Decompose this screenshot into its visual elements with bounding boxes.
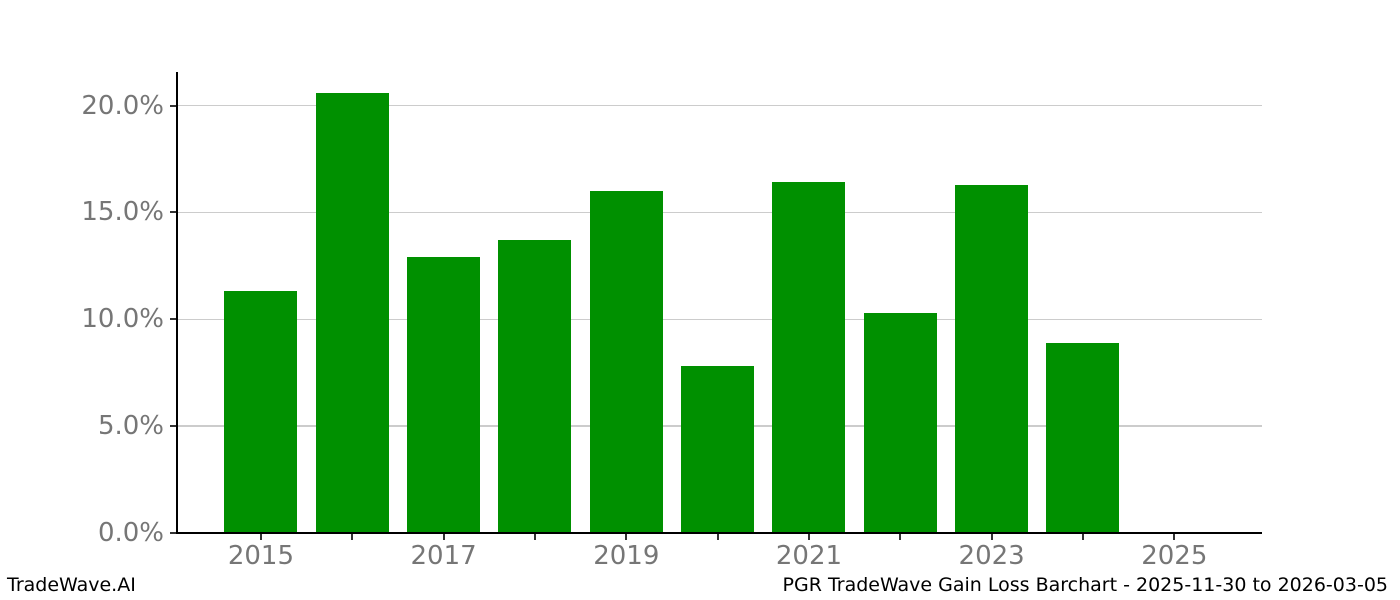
x-axis-tick [625, 534, 628, 540]
y-tick-label: 15.0% [81, 197, 164, 228]
x-axis-tick [533, 534, 536, 540]
y-gridline [176, 104, 1262, 107]
y-tick-label: 10.0% [81, 304, 164, 335]
x-tick-label: 2025 [1141, 541, 1208, 571]
bar-2018 [498, 240, 572, 533]
y-gridline [176, 318, 1262, 321]
bar-2016 [315, 92, 389, 533]
x-tick-label: 2021 [775, 541, 843, 571]
bar-2021 [772, 182, 846, 533]
y-axis-tick [170, 318, 176, 321]
footer-brand: TradeWave.AI [7, 574, 136, 596]
x-tick-label: 2015 [227, 541, 295, 571]
y-axis-tick [170, 211, 176, 214]
bar-2015 [224, 291, 298, 533]
bar-2019 [589, 191, 663, 533]
bar-2017 [407, 257, 481, 533]
y-tick-label: 0.0% [97, 518, 164, 548]
bar-2023 [955, 184, 1029, 533]
x-axis [176, 532, 1262, 534]
y-axis-tick [170, 532, 176, 534]
chart-title: PGR TradeWave Gain Loss Barchart - 2025-… [782, 574, 1388, 596]
bar-2024 [1046, 342, 1120, 533]
x-axis-tick [990, 534, 993, 540]
x-tick-label: 2019 [593, 541, 660, 571]
y-axis-tick [170, 425, 176, 428]
x-axis-tick [259, 534, 262, 540]
y-axis-tick [170, 104, 176, 107]
x-axis-tick [899, 534, 902, 540]
y-tick-label: 20.0% [81, 90, 164, 121]
x-axis-tick [442, 534, 445, 540]
x-axis-tick [1173, 534, 1176, 540]
bar-2020 [681, 366, 755, 533]
x-axis-tick [351, 534, 354, 540]
x-tick-label: 2017 [410, 541, 477, 571]
y-axis [176, 72, 178, 534]
x-axis-tick [716, 534, 719, 540]
bar-2022 [863, 312, 937, 533]
x-tick-label: 2023 [958, 541, 1025, 571]
x-axis-tick [807, 534, 810, 540]
y-gridline [176, 211, 1262, 214]
y-tick-label: 5.0% [97, 411, 164, 442]
x-axis-tick [1081, 534, 1084, 540]
